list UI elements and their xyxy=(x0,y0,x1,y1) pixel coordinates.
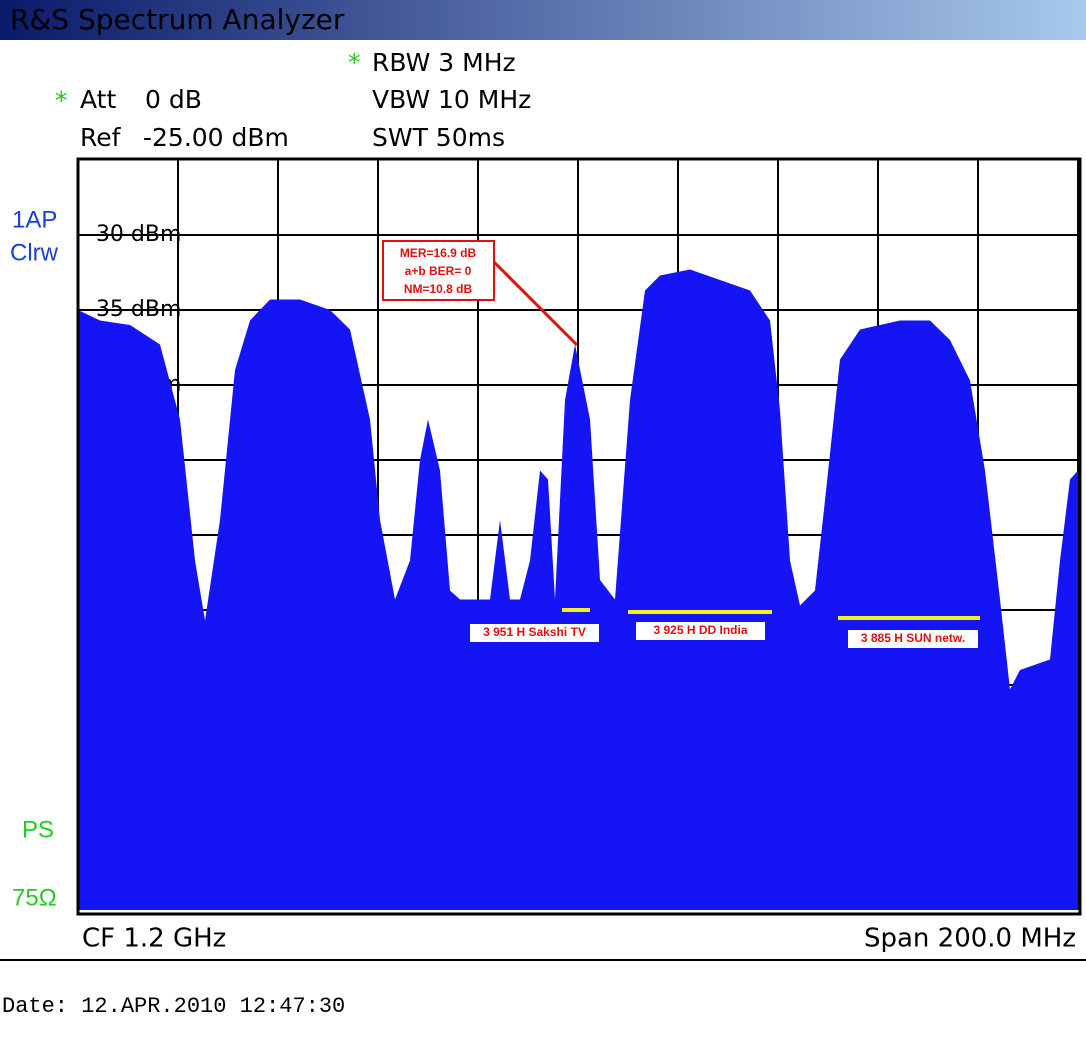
channel-label: 3 925 H DD India xyxy=(653,623,747,637)
measurement-box xyxy=(382,240,495,301)
leader-line xyxy=(492,260,579,347)
impedance: 75Ω xyxy=(12,884,57,911)
trace-label: 1AP xyxy=(12,206,57,233)
y-tick-label: -30 dBm xyxy=(88,222,181,247)
swt: SWT 50ms xyxy=(372,123,505,152)
channel-label: 3 885 H SUN netw. xyxy=(861,631,965,645)
channel-label: 3 951 H Sakshi TV xyxy=(483,625,586,639)
att-flag: * xyxy=(55,86,68,115)
measurement-text: NM=10.8 dB xyxy=(404,282,473,296)
rbw-flag: * xyxy=(348,48,361,77)
measurement-text: MER=16.9 dB xyxy=(400,246,477,260)
channel-label-box xyxy=(470,624,599,642)
ref-value: -25.00 dBm xyxy=(143,123,289,152)
ref: Ref xyxy=(80,123,122,152)
rbw: RBW 3 MHz xyxy=(372,48,516,77)
att: Att xyxy=(80,85,116,114)
title-bar xyxy=(0,0,1086,40)
plot-frame xyxy=(76,157,1082,916)
measurement-text: a+b BER= 0 xyxy=(405,264,472,278)
trace-mode: Clrw xyxy=(10,239,59,266)
span: Span 200.0 MHz xyxy=(864,924,1076,954)
ps-label: PS xyxy=(22,816,54,843)
channel-label-box xyxy=(848,630,978,648)
channel-label-box xyxy=(636,622,765,640)
center-frequency: CF 1.2 GHz xyxy=(82,924,226,954)
vbw: VBW 10 MHz xyxy=(372,85,531,114)
title: R&S Spectrum Analyzer xyxy=(10,3,345,36)
y-tick-label: -35 dBm xyxy=(88,297,181,322)
date: Date: 12.APR.2010 12:47:30 xyxy=(2,994,345,1019)
spectrum-trace xyxy=(78,269,1078,910)
att-value: 0 dB xyxy=(145,85,202,114)
